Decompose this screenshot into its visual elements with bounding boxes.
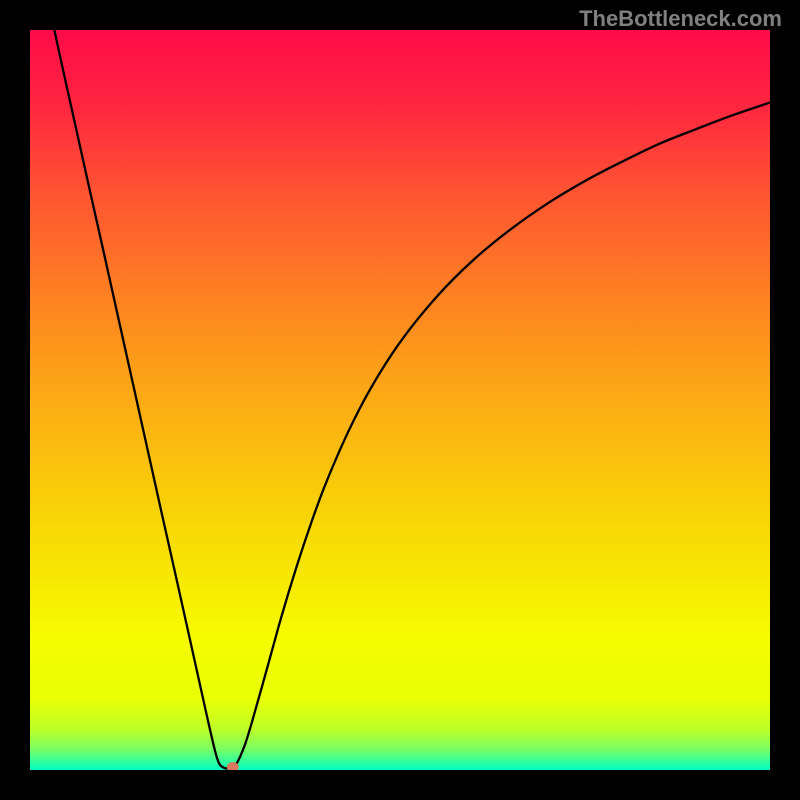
watermark-text: TheBottleneck.com xyxy=(579,6,782,32)
chart-background xyxy=(30,30,770,770)
chart-svg xyxy=(30,30,770,770)
chart-plot-area xyxy=(30,30,770,770)
